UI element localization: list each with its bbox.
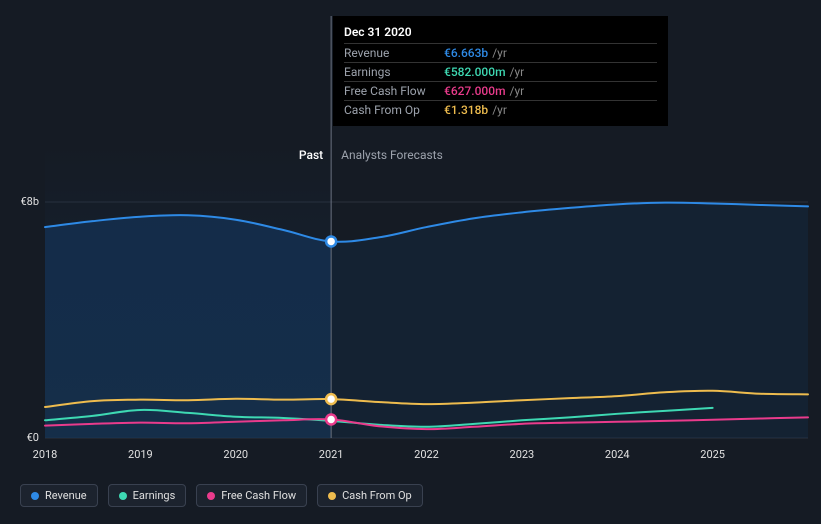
- tooltip-row-label: Revenue: [344, 46, 444, 60]
- legend-item-label: Free Cash Flow: [221, 489, 296, 502]
- legend-item-cash_from_op[interactable]: Cash From Op: [317, 484, 423, 507]
- tooltip-row: Revenue€6.663b/yr: [344, 43, 657, 62]
- legend-dot-icon: [328, 492, 336, 500]
- tooltip-row-value: €582.000m: [444, 65, 506, 79]
- x-axis-label: 2022: [414, 448, 439, 461]
- tooltip-date: Dec 31 2020: [344, 25, 657, 43]
- legend-item-label: Cash From Op: [342, 489, 412, 502]
- tooltip-row: Cash From Op€1.318b/yr: [344, 100, 657, 119]
- legend-item-label: Revenue: [45, 489, 87, 502]
- tooltip-row-label: Cash From Op: [344, 103, 444, 117]
- tooltip-row-value: €1.318b: [444, 103, 488, 117]
- tooltip-row-value: €6.663b: [444, 46, 488, 60]
- legend-dot-icon: [119, 492, 127, 500]
- chart-legend: Revenue Earnings Free Cash Flow Cash From O…: [20, 484, 423, 507]
- tooltip-row-unit: /yr: [492, 103, 507, 117]
- tooltip-row-unit: /yr: [492, 46, 507, 60]
- legend-item-free_cash_flow[interactable]: Free Cash Flow: [196, 484, 307, 507]
- x-axis-label: 2023: [510, 448, 535, 461]
- legend-item-revenue[interactable]: Revenue: [20, 484, 98, 507]
- tooltip-row-unit: /yr: [510, 65, 525, 79]
- chart-tooltip: Dec 31 2020 Revenue€6.663b/yrEarnings€58…: [333, 16, 668, 126]
- x-axis-label: 2021: [319, 448, 344, 461]
- tooltip-row-unit: /yr: [510, 84, 525, 98]
- tooltip-row-label: Free Cash Flow: [344, 84, 444, 98]
- tooltip-row: Free Cash Flow€627.000m/yr: [344, 81, 657, 100]
- tooltip-row-label: Earnings: [344, 65, 444, 79]
- x-axis-label: 2018: [33, 448, 58, 461]
- x-axis-label: 2020: [223, 448, 248, 461]
- x-axis-label: 2024: [605, 448, 630, 461]
- legend-item-label: Earnings: [133, 489, 176, 502]
- tooltip-row-value: €627.000m: [444, 84, 506, 98]
- x-axis-label: 2019: [128, 448, 153, 461]
- y-axis-label: €0: [0, 431, 39, 444]
- tooltip-row: Earnings€582.000m/yr: [344, 62, 657, 81]
- legend-dot-icon: [207, 492, 215, 500]
- section-label-forecast: Analysts Forecasts: [341, 148, 443, 162]
- section-label-past: Past: [271, 148, 323, 162]
- legend-item-earnings[interactable]: Earnings: [108, 484, 187, 507]
- legend-dot-icon: [31, 492, 39, 500]
- x-axis-label: 2025: [700, 448, 725, 461]
- y-axis-label: €8b: [0, 195, 39, 208]
